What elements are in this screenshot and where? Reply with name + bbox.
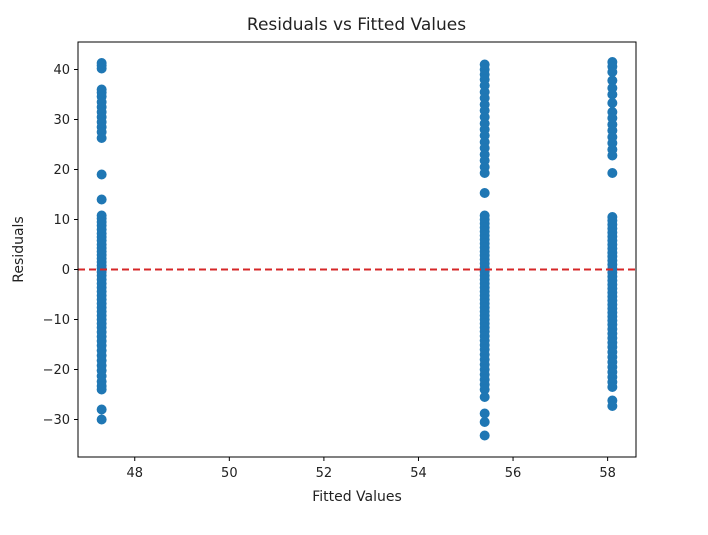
residual-point <box>96 384 107 395</box>
x-tick-label: 54 <box>410 466 427 481</box>
y-tick-label: 10 <box>53 213 70 228</box>
x-tick-label: 48 <box>126 466 143 481</box>
y-tick-label: 0 <box>62 263 70 278</box>
residual-point <box>607 75 618 86</box>
x-tick-label: 58 <box>599 466 616 481</box>
x-tick-label: 50 <box>221 466 238 481</box>
y-tick-label: 20 <box>53 163 70 178</box>
y-axis: −30 −20 −10 0 10 20 30 40 <box>43 63 78 428</box>
residual-point <box>96 169 107 180</box>
residual-point <box>607 401 618 411</box>
residual-point <box>479 408 490 419</box>
residual-point <box>479 392 490 402</box>
y-tick-label: 30 <box>53 113 70 128</box>
residual-point <box>479 417 490 427</box>
residual-point <box>607 168 618 178</box>
residual-point <box>479 384 490 395</box>
chart-title: Residuals vs Fitted Values <box>247 15 466 35</box>
y-tick-label: −10 <box>43 313 70 328</box>
y-tick-label: −20 <box>43 363 70 378</box>
plot-frame <box>77 41 637 458</box>
residual-point <box>96 63 107 74</box>
residual-point <box>479 188 490 198</box>
residual-point <box>479 168 490 178</box>
residual-point <box>607 67 618 77</box>
residual-point <box>607 150 618 161</box>
residual-point <box>96 404 107 415</box>
residual-point <box>607 98 618 108</box>
x-tick-label: 52 <box>316 466 333 481</box>
y-axis-label: Residuals <box>11 216 27 282</box>
residual-point <box>607 89 618 100</box>
residual-point <box>479 430 490 441</box>
x-axis: 48 50 52 54 56 58 <box>126 457 616 481</box>
x-tick-label: 56 <box>505 466 522 481</box>
scatter-points <box>96 57 618 441</box>
residual-point <box>96 414 107 425</box>
y-tick-label: −30 <box>43 413 70 428</box>
residual-point <box>607 382 618 392</box>
residual-point <box>96 194 107 205</box>
y-tick-label: 40 <box>53 63 70 78</box>
x-axis-label: Fitted Values <box>312 489 402 505</box>
residual-point <box>96 133 107 143</box>
